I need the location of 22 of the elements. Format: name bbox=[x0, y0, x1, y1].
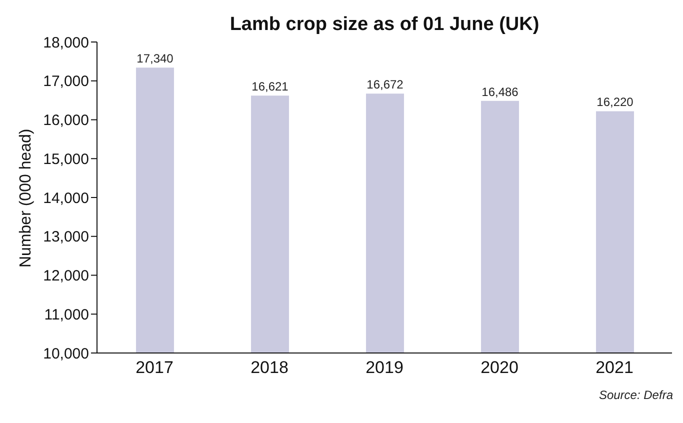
y-tick-label: 16,000 bbox=[43, 112, 89, 130]
data-label: 16,220 bbox=[596, 95, 634, 110]
chart-title: Lamb crop size as of 01 June (UK) bbox=[228, 14, 540, 36]
x-tick-label: 2020 bbox=[480, 358, 518, 378]
x-tick-label: 2019 bbox=[366, 358, 404, 378]
y-tick-label: 15,000 bbox=[43, 150, 89, 168]
x-tick-label: 2018 bbox=[250, 358, 288, 378]
y-tick-label: 18,000 bbox=[43, 34, 89, 52]
data-label: 17,340 bbox=[136, 52, 174, 66]
y-tick-label: 13,000 bbox=[43, 228, 89, 246]
y-tick-label: 17,000 bbox=[43, 73, 89, 90]
y-tick-label: 12,000 bbox=[43, 268, 89, 285]
y-tick-label: 14,000 bbox=[43, 190, 89, 207]
y-tick-label: 10,000 bbox=[43, 345, 89, 362]
x-tick-label: 2017 bbox=[136, 358, 174, 378]
data-label: 16,672 bbox=[366, 78, 404, 92]
y-tick-label: 11,000 bbox=[44, 306, 89, 324]
data-label: 16,621 bbox=[252, 80, 289, 94]
source-note: Source: Defra bbox=[598, 388, 673, 402]
data-label: 16,486 bbox=[482, 84, 519, 99]
y-axis-title: Number (000 head) bbox=[18, 128, 35, 268]
x-tick-label: 2021 bbox=[596, 358, 634, 378]
